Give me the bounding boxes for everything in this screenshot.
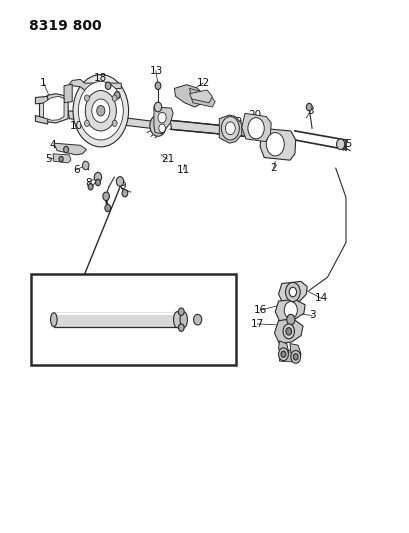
Circle shape	[94, 172, 101, 182]
Circle shape	[78, 82, 123, 140]
Polygon shape	[260, 128, 295, 160]
Circle shape	[178, 308, 184, 316]
Circle shape	[95, 179, 100, 185]
Circle shape	[63, 147, 68, 153]
Polygon shape	[39, 94, 68, 123]
Circle shape	[290, 351, 300, 364]
Circle shape	[85, 91, 116, 131]
Polygon shape	[219, 115, 241, 143]
Text: 20: 20	[248, 110, 261, 120]
Circle shape	[225, 122, 235, 135]
Circle shape	[292, 354, 297, 360]
Circle shape	[105, 82, 111, 90]
Circle shape	[122, 189, 128, 197]
Text: 14: 14	[314, 293, 327, 303]
Text: 8: 8	[85, 177, 92, 188]
Polygon shape	[189, 88, 215, 107]
Circle shape	[97, 106, 105, 116]
Text: 2: 2	[270, 163, 276, 173]
Polygon shape	[153, 107, 173, 134]
Polygon shape	[274, 319, 302, 344]
Circle shape	[247, 118, 264, 139]
Text: 16: 16	[253, 305, 266, 315]
Polygon shape	[278, 341, 288, 357]
Polygon shape	[68, 79, 121, 90]
Ellipse shape	[180, 312, 187, 328]
Text: 3: 3	[306, 106, 313, 116]
Circle shape	[336, 139, 344, 150]
Circle shape	[158, 124, 165, 133]
Circle shape	[286, 314, 294, 325]
Text: 6: 6	[73, 165, 79, 175]
Circle shape	[112, 120, 117, 126]
Circle shape	[280, 351, 285, 358]
Text: 15: 15	[339, 139, 352, 149]
Text: 23: 23	[160, 300, 173, 310]
Circle shape	[105, 204, 110, 212]
Text: 11: 11	[177, 165, 190, 175]
Circle shape	[114, 92, 120, 99]
Polygon shape	[189, 90, 212, 103]
Polygon shape	[54, 313, 180, 315]
Circle shape	[193, 314, 201, 325]
Circle shape	[88, 183, 93, 190]
Polygon shape	[54, 143, 86, 155]
Text: 7: 7	[103, 195, 109, 205]
Circle shape	[288, 287, 296, 297]
Polygon shape	[170, 120, 261, 138]
Circle shape	[306, 103, 311, 111]
Circle shape	[112, 95, 117, 101]
Circle shape	[265, 133, 283, 156]
Polygon shape	[35, 96, 47, 104]
Circle shape	[178, 324, 184, 332]
Polygon shape	[241, 114, 270, 142]
Circle shape	[149, 115, 166, 136]
Text: 19: 19	[230, 117, 243, 127]
Polygon shape	[43, 96, 64, 120]
Text: 18: 18	[94, 73, 107, 83]
Polygon shape	[278, 281, 306, 303]
Polygon shape	[289, 344, 300, 360]
Circle shape	[59, 157, 63, 162]
Text: 3: 3	[308, 310, 315, 320]
Polygon shape	[64, 84, 72, 103]
Text: 13: 13	[149, 66, 162, 76]
Circle shape	[84, 95, 89, 101]
Polygon shape	[279, 349, 298, 362]
Circle shape	[285, 328, 291, 335]
Circle shape	[73, 75, 128, 147]
Polygon shape	[35, 116, 47, 124]
Text: 9: 9	[119, 181, 126, 191]
Circle shape	[92, 99, 110, 123]
Polygon shape	[53, 154, 71, 163]
Circle shape	[285, 282, 299, 302]
Text: 1: 1	[40, 78, 47, 88]
Text: 12: 12	[196, 78, 209, 88]
Polygon shape	[54, 313, 180, 327]
Ellipse shape	[50, 313, 57, 327]
Bar	[31, 274, 235, 365]
Circle shape	[103, 192, 109, 200]
Text: 17: 17	[250, 319, 263, 329]
Polygon shape	[174, 85, 204, 107]
Text: 5: 5	[45, 154, 52, 164]
Circle shape	[154, 102, 161, 112]
Text: 8319 800: 8319 800	[29, 19, 102, 33]
Text: 10: 10	[70, 120, 83, 131]
Text: 4: 4	[49, 140, 56, 150]
Circle shape	[278, 348, 288, 361]
Circle shape	[157, 112, 166, 123]
Circle shape	[282, 324, 294, 339]
Circle shape	[84, 120, 89, 126]
Ellipse shape	[173, 312, 180, 328]
Text: 22: 22	[67, 286, 80, 295]
Polygon shape	[274, 300, 304, 321]
Text: 21: 21	[160, 154, 173, 164]
Circle shape	[155, 82, 160, 90]
Polygon shape	[68, 111, 159, 130]
Circle shape	[283, 302, 297, 319]
Circle shape	[82, 161, 89, 169]
Circle shape	[116, 176, 124, 186]
Circle shape	[221, 117, 239, 140]
